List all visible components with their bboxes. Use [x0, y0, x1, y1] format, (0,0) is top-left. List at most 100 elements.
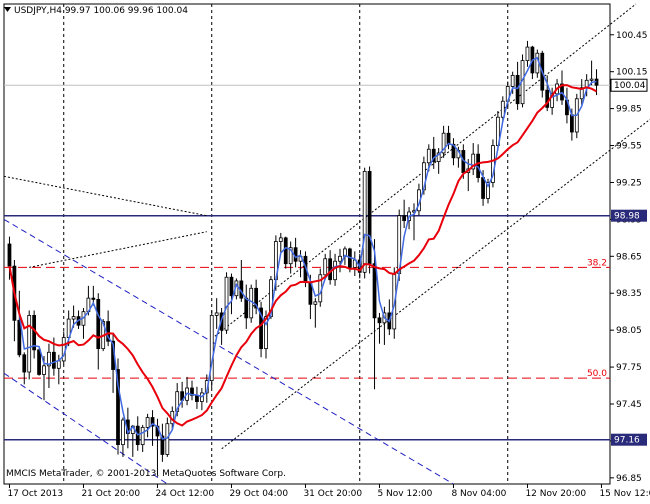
- y-axis-tick-label: 99.25: [616, 178, 642, 188]
- candle-body: [165, 423, 170, 455]
- candle-body: [259, 307, 263, 350]
- x-axis-tick-label: 24 Oct 12:00: [155, 489, 214, 499]
- level-price-tag: [611, 433, 647, 446]
- grid-layer: [3, 3, 611, 485]
- candle-body: [338, 255, 342, 262]
- copyright-text: MMCIS MetaTrader, © 2001-2013, MetaQuote…: [6, 469, 286, 479]
- x-axis-tick-label: 21 Oct 20:00: [81, 489, 140, 499]
- x-axis-tick-label: 15 Nov 12:00: [599, 489, 650, 499]
- candle-body: [269, 279, 273, 318]
- candle-body: [71, 316, 76, 320]
- y-axis-tick-label: 96.85: [616, 474, 642, 484]
- candle-body: [372, 263, 377, 319]
- candle-body: [525, 46, 530, 62]
- candle-body: [37, 349, 41, 375]
- candle-body: [42, 365, 46, 375]
- moving-averages: [8, 56, 597, 440]
- candle-body: [195, 394, 199, 402]
- candle-body: [17, 319, 22, 356]
- trend-line-lower-left[interactable]: [29, 231, 207, 268]
- fast-moving-average-line: [8, 56, 597, 440]
- x-axis-tick-label: 31 Oct 20:00: [303, 489, 362, 499]
- candle-body: [150, 417, 155, 427]
- candle-body: [545, 89, 550, 108]
- candle-body: [323, 258, 328, 276]
- y-axis-tick-label: 100.45: [616, 31, 648, 41]
- candle-body: [500, 100, 505, 118]
- down-channel-lower[interactable]: [3, 372, 168, 485]
- candle-body: [160, 435, 165, 455]
- fibonacci-level-label: 38.2: [587, 258, 607, 268]
- candle-body: [313, 301, 318, 305]
- candle-body: [249, 287, 254, 319]
- candle-body: [91, 297, 96, 300]
- chart-frame: [3, 3, 611, 485]
- candle-body: [116, 369, 120, 446]
- candle-body: [264, 316, 268, 350]
- candle-body: [377, 317, 382, 324]
- chart-objects[interactable]: 38.2 50.0: [3, 3, 650, 485]
- y-axis-tick-label: 97.75: [616, 363, 642, 373]
- candle-body: [121, 419, 125, 446]
- symbol-ohlc-header: USDJPY,H4 99.97 100.06 99.96 100.04: [14, 6, 188, 16]
- candle-body: [471, 153, 476, 170]
- axis-layer: 96.8597.1597.4597.7598.0598.3598.6598.95…: [7, 31, 650, 499]
- candle-body: [254, 287, 259, 309]
- x-axis-tick-label: 29 Oct 04:00: [229, 489, 288, 499]
- candle-body: [224, 276, 229, 331]
- candle-body: [22, 354, 27, 373]
- y-axis-tick-label: 100.15: [616, 68, 648, 78]
- slow-moving-average-line: [8, 84, 597, 427]
- candle-body: [209, 314, 214, 382]
- candle-body: [333, 260, 337, 281]
- candle-body: [589, 78, 594, 81]
- fibonacci-level-label: 50.0: [587, 369, 607, 379]
- candle-body: [56, 360, 61, 369]
- y-axis-tick-label: 97.45: [616, 400, 642, 410]
- level-price-tag-label: 98.98: [614, 212, 640, 222]
- candle-body: [535, 52, 540, 74]
- candle-body: [426, 148, 431, 164]
- x-axis-tick-label: 17 Oct 2013: [7, 489, 63, 499]
- candle-body: [579, 87, 584, 100]
- level-price-tag: [611, 209, 647, 222]
- candles-layer: [7, 40, 599, 476]
- candle-body: [288, 247, 293, 265]
- y-axis-tick-label: 98.35: [616, 289, 642, 299]
- candle-body: [441, 132, 446, 154]
- candle-body: [278, 237, 283, 242]
- candle-body: [214, 312, 219, 316]
- candle-body: [283, 237, 288, 265]
- x-axis-tick-label: 5 Nov 12:00: [377, 489, 432, 499]
- candle-body: [402, 215, 407, 222]
- candle-body: [27, 314, 32, 373]
- trend-line-upper-left[interactable]: [3, 175, 207, 217]
- candle-body: [510, 74, 515, 87]
- candle-body: [486, 182, 490, 199]
- current-price-tag: [610, 78, 648, 92]
- candle-body: [362, 170, 367, 273]
- candle-body: [367, 170, 372, 265]
- y-axis-tick-label: 99.85: [616, 105, 642, 115]
- y-axis-tick-label: 98.05: [616, 326, 642, 336]
- candle-body: [569, 114, 574, 133]
- candle-body: [515, 74, 520, 105]
- candle-body: [140, 426, 145, 446]
- candle-body: [145, 417, 150, 428]
- x-axis-tick-label: 12 Nov 20:00: [525, 489, 586, 499]
- candle-body: [244, 297, 249, 319]
- candle-body: [7, 243, 12, 267]
- candle-body: [446, 132, 451, 145]
- collapse-triangle-icon[interactable]: [4, 7, 11, 12]
- y-axis-tick-label: 98.65: [616, 252, 642, 262]
- level-price-tag-label: 97.16: [614, 436, 640, 446]
- candle-body: [96, 298, 101, 350]
- current-price-tag-label: 100.04: [614, 81, 646, 91]
- candle-body: [229, 276, 234, 297]
- candle-body: [481, 177, 485, 199]
- down-channel-upper[interactable]: [3, 218, 454, 485]
- candle-body: [190, 387, 194, 396]
- candle-body: [436, 152, 441, 162]
